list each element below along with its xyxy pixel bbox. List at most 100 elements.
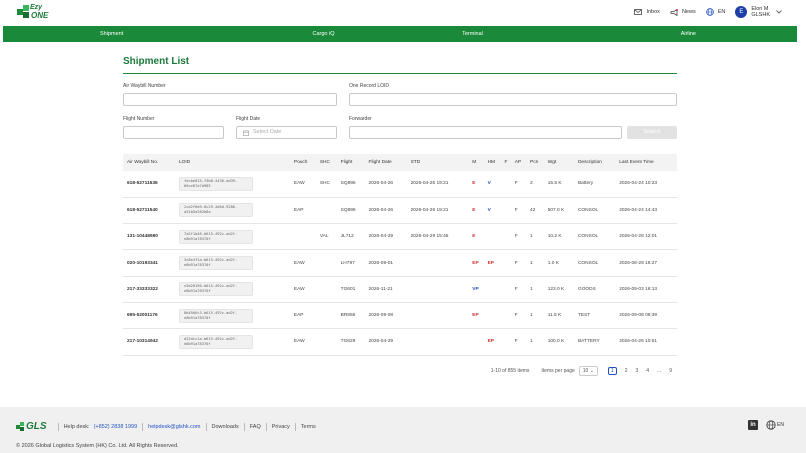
nav-cargo-iq[interactable]: Cargo iQ: [312, 31, 335, 37]
loid-label: One Record LOID: [349, 83, 390, 89]
loid-chip[interactable]: c5d28196-b615-492c-ad2f-e8b91a78370f: [178, 282, 253, 297]
loid-chip[interactable]: 2cd2f6a9-8c29-4d6d-9286- a51b5e282b8a: [178, 203, 253, 218]
loid-chip[interactable]: 7a2f1b48-b615-492c-ad2f-e8b91a78370f: [178, 229, 253, 244]
column-header: Wgt: [543, 154, 574, 171]
cell-hm: EP: [483, 328, 501, 356]
page-link[interactable]: 2: [624, 368, 628, 374]
cell-desc: CONSOL: [573, 197, 616, 225]
cell-pcs: 2: [526, 171, 544, 198]
flight-number-input[interactable]: [123, 126, 224, 139]
footer-link-terms[interactable]: Terms: [300, 423, 316, 430]
nav-airline[interactable]: Airline: [680, 31, 696, 37]
cell-pcs: 1: [526, 302, 544, 330]
per-page-value: 10: [582, 368, 589, 374]
cell-hm: [483, 276, 501, 303]
table-row[interactable]: 217-10314942 d22dcc1a-b615-492c-ad2f-e8b9…: [123, 328, 677, 356]
loid-line2: 66ce87a7d985: [183, 183, 211, 188]
cell-hm: V: [483, 171, 501, 198]
loid-input[interactable]: [349, 93, 677, 106]
flight-date-placeholder: Select Date: [253, 129, 282, 135]
loid-chip[interactable]: 3c8e4f1a-b615-492c-ad2f-e8b91a78370f: [178, 256, 253, 271]
flight-number-label: Flight Number: [123, 116, 155, 122]
cell-std: 2026-04-29 15:45: [406, 223, 469, 251]
cell-desc: GOODS: [573, 276, 616, 303]
cell-m: VP: [468, 276, 484, 303]
loid-line2: e8b91a78370f: [183, 289, 211, 294]
table-row[interactable]: 695-52001176 8b4566c3-b615-492c-ad2f-e8b9…: [123, 302, 677, 330]
cell-date: 2026-04-29: [364, 328, 407, 356]
cell-flight: JL712: [336, 223, 365, 251]
cell-loid: 8b4566c3-b615-492c-ad2f-e8b91a78370f: [174, 302, 290, 330]
page-title: Shipment List: [123, 56, 190, 67]
flight-date-label: Flight Date: [236, 116, 261, 122]
table-row[interactable]: 217-33333322 c5d28196-b615-492c-ad2f-e8b9…: [123, 276, 677, 303]
loid-chip[interactable]: fecbe815-f3b8-4436-ad39- 66ce87a7d985: [178, 176, 253, 191]
cell-flight: TG629: [336, 328, 365, 356]
cell-date: 2026-09-01: [364, 249, 407, 277]
page-link[interactable]: 3: [635, 368, 639, 374]
footer-link-privacy[interactable]: Privacy: [271, 423, 290, 430]
awb-input[interactable]: [123, 93, 337, 106]
forwarder-input[interactable]: [349, 126, 622, 139]
loid-line2: e8b91a78370f: [183, 315, 211, 320]
page-link[interactable]: 9: [669, 368, 672, 374]
inbox-button[interactable]: Inbox: [634, 9, 660, 15]
page-link[interactable]: ...: [657, 368, 662, 374]
logo-text-line1: Ezy: [30, 4, 43, 11]
cell-awb: 217-10314942: [123, 328, 175, 356]
loid-chip[interactable]: d22dcc1a-b615-492c-ad2f-e8b91a78370f: [178, 334, 253, 349]
loid-line1: 7a2f1b48-b615-492c-ad2f-: [183, 231, 238, 236]
cell-pouch: EAP: [289, 302, 316, 330]
table-row[interactable]: 618-52711540 2cd2f6a9-8c29-4d6d-9286- a51b…: [123, 197, 677, 225]
footer-language-label[interactable]: EN: [777, 422, 784, 428]
page-link[interactable]: 1: [607, 367, 617, 375]
column-header: Last Event Time: [615, 154, 677, 171]
cell-m: EP: [468, 249, 484, 277]
helpdesk-phone-link[interactable]: (+852) 2838 1999: [93, 423, 138, 430]
cell-wgt: 507.0 K: [543, 197, 574, 225]
cell-awb: 131-10448690: [123, 223, 175, 251]
cell-flight: SQ896: [336, 197, 365, 225]
user-menu[interactable]: E Elon M GLSHK: [735, 6, 786, 18]
cell-loid: d22dcc1a-b615-492c-ad2f-e8b91a78370f: [174, 328, 290, 356]
loid-chip[interactable]: 8b4566c3-b615-492c-ad2f-e8b91a78370f: [178, 308, 253, 323]
mail-icon: [634, 9, 643, 15]
helpdesk-email-link[interactable]: helpdesk@glshk.com: [148, 423, 201, 430]
footer: GLS Help desk: (+852) 2838 1999 helpdesk…: [0, 407, 806, 453]
search-button[interactable]: Search: [627, 126, 677, 139]
linkedin-icon[interactable]: in: [748, 420, 759, 430]
flight-date-picker[interactable]: Select Date: [236, 126, 337, 139]
cell-desc: BATTERY: [573, 328, 616, 356]
per-page-select[interactable]: 10 ⌄: [578, 366, 598, 376]
footer-link-faq[interactable]: FAQ: [249, 423, 261, 430]
cell-pouch: [289, 223, 316, 251]
cell-desc: Battery: [573, 171, 616, 198]
cell-m: EP: [468, 302, 484, 330]
cell-ap: F: [510, 276, 527, 303]
cell-date: 2026-09-08: [364, 302, 407, 330]
title-divider: [123, 73, 677, 74]
per-page-label: Items per page: [541, 368, 575, 374]
news-button[interactable]: News: [670, 8, 696, 16]
globe-icon[interactable]: [766, 420, 776, 430]
table-row[interactable]: 020-10193341 3c8e4f1a-b615-492c-ad2f-e8b9…: [123, 249, 677, 277]
nav-terminal[interactable]: Terminal: [462, 31, 483, 37]
language-selector[interactable]: EN: [705, 8, 725, 16]
cell-awb: 020-10193341: [123, 249, 175, 277]
nav-shipment[interactable]: Shipment: [100, 31, 124, 37]
news-label: News: [681, 9, 696, 15]
user-name: Elon M: [751, 6, 769, 12]
cell-desc: CONSOL: [573, 223, 616, 251]
globe-icon: [705, 8, 714, 16]
top-bar: Ezy ONE Inbox News EN E Elon M GLSHK: [0, 0, 806, 26]
column-header: Pouch: [289, 154, 316, 171]
table-row[interactable]: 618-52711536 fecbe815-f3b8-4436-ad39- 66ce…: [123, 171, 677, 198]
cell-m: E: [468, 171, 484, 198]
table-row[interactable]: 131-10448690 7a2f1b48-b615-492c-ad2f-e8b9…: [123, 223, 677, 251]
cell-ap: F: [510, 328, 527, 356]
footer-link-downloads[interactable]: Downloads: [211, 423, 239, 430]
column-header: SHC: [315, 154, 337, 171]
ezyone-logo[interactable]: Ezy ONE: [17, 4, 48, 22]
cell-std: 2026-04-26 19:21: [406, 171, 469, 198]
page-link[interactable]: 4: [646, 368, 650, 374]
